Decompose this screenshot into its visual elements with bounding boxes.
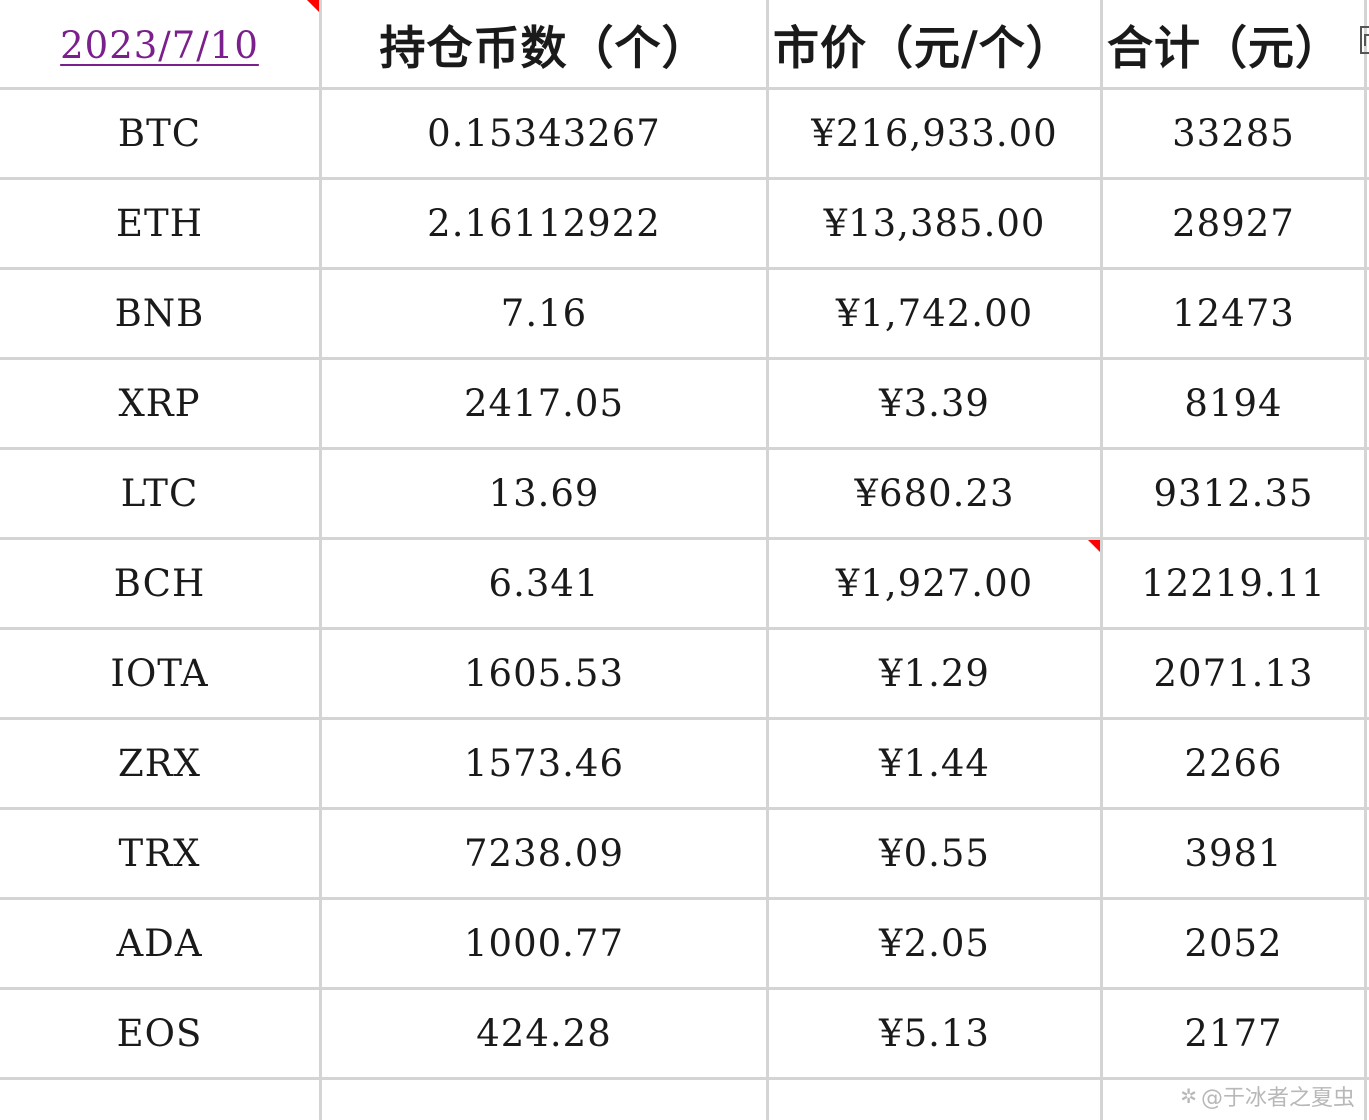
bracket-icon [1360, 26, 1369, 54]
cell-holdings[interactable]: 424.28 [476, 1012, 612, 1055]
row-divider [0, 897, 1369, 900]
cell-coin[interactable]: IOTA [110, 652, 209, 695]
cell-price[interactable]: ¥1,927.00 [835, 562, 1034, 605]
cell-total[interactable]: 12219.11 [1141, 562, 1326, 605]
cell-total[interactable]: 2052 [1184, 922, 1283, 965]
cell-total[interactable]: 2266 [1184, 742, 1283, 785]
row-divider [0, 267, 1369, 270]
cell-coin[interactable]: BNB [114, 292, 205, 335]
cell-total[interactable]: 3981 [1184, 832, 1283, 875]
cell-price[interactable]: ¥13,385.00 [823, 202, 1046, 245]
row-divider [0, 1077, 1369, 1080]
row-divider [0, 87, 1369, 90]
cell-holdings[interactable]: 0.15343267 [427, 112, 661, 155]
header-date-cell[interactable]: 2023/7/10 [0, 0, 319, 90]
column-divider [766, 0, 769, 1120]
watermark-text: @于冰者之夏虫 [1200, 1086, 1355, 1111]
cell-holdings[interactable]: 1605.53 [463, 652, 624, 695]
cell-total[interactable]: 12473 [1172, 292, 1295, 335]
header-holdings[interactable]: 持仓币数（个） [379, 21, 709, 75]
cell-total[interactable]: 28927 [1172, 202, 1295, 245]
cell-price[interactable]: ¥1.44 [879, 742, 990, 785]
row-divider [0, 447, 1369, 450]
column-divider [1100, 0, 1103, 1120]
cell-holdings[interactable]: 1000.77 [463, 922, 624, 965]
column-divider [319, 0, 322, 1120]
column-divider [1364, 0, 1367, 1120]
cell-coin[interactable]: TRX [118, 832, 201, 875]
cell-holdings[interactable]: 6.341 [488, 562, 600, 605]
row-divider [0, 537, 1369, 540]
cell-price[interactable]: ¥1,742.00 [835, 292, 1034, 335]
row-divider [0, 717, 1369, 720]
weibo-logo-icon: ✲ [1180, 1084, 1197, 1108]
header-total[interactable]: 合计（元） [1107, 21, 1342, 75]
comment-indicator[interactable] [1088, 540, 1100, 552]
cell-total[interactable]: 9312.35 [1153, 472, 1314, 515]
cell-holdings[interactable]: 2417.05 [463, 382, 624, 425]
cell-coin[interactable]: BTC [117, 112, 202, 155]
cell-price[interactable]: ¥0.55 [879, 832, 990, 875]
cell-price[interactable]: ¥5.13 [879, 1012, 990, 1055]
header-price[interactable]: 市价（元/个） [773, 21, 1073, 75]
comment-indicator[interactable] [307, 0, 319, 12]
cell-holdings[interactable]: 1573.46 [463, 742, 624, 785]
row-divider [0, 987, 1369, 990]
cell-coin[interactable]: ETH [116, 202, 203, 245]
bracket-icon [1364, 34, 1369, 46]
cell-price[interactable]: ¥216,933.00 [811, 112, 1058, 155]
cell-coin[interactable]: XRP [118, 382, 201, 425]
cell-total[interactable]: 33285 [1172, 112, 1295, 155]
row-divider [0, 357, 1369, 360]
cell-coin[interactable]: ADA [116, 922, 203, 965]
row-divider [0, 627, 1369, 630]
cell-total[interactable]: 8194 [1184, 382, 1283, 425]
cell-coin[interactable]: ZRX [118, 742, 201, 785]
cell-coin[interactable]: LTC [120, 472, 199, 515]
cell-price[interactable]: ¥2.05 [879, 922, 990, 965]
row-divider [0, 177, 1369, 180]
cell-holdings[interactable]: 13.69 [488, 472, 600, 515]
cell-holdings[interactable]: 2.16112922 [427, 202, 661, 245]
cell-total[interactable]: 2071.13 [1153, 652, 1314, 695]
cell-price[interactable]: ¥3.39 [879, 382, 990, 425]
cell-price[interactable]: ¥1.29 [879, 652, 990, 695]
cell-holdings[interactable]: 7.16 [500, 292, 588, 335]
cell-price[interactable]: ¥680.23 [854, 472, 1015, 515]
cell-coin[interactable]: BCH [113, 562, 206, 605]
cell-coin[interactable]: EOS [116, 1012, 203, 1055]
cell-holdings[interactable]: 7238.09 [463, 832, 624, 875]
cell-total[interactable]: 2177 [1184, 1012, 1283, 1055]
row-divider [0, 807, 1369, 810]
watermark: ✲ @于冰者之夏虫 [1180, 1080, 1355, 1112]
date-link[interactable]: 2023/7/10 [60, 23, 259, 67]
